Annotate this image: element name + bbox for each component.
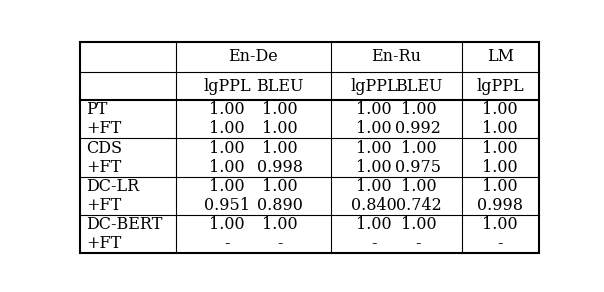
Text: 1.00: 1.00 (210, 159, 245, 175)
Text: 1.00: 1.00 (210, 216, 245, 233)
Text: 1.00: 1.00 (210, 178, 245, 195)
Text: 1.00: 1.00 (483, 178, 518, 195)
Text: lgPPL: lgPPL (350, 78, 397, 95)
Text: lgPPL: lgPPL (477, 78, 524, 95)
Text: 1.00: 1.00 (262, 120, 297, 138)
Text: 0.975: 0.975 (396, 159, 442, 175)
Text: 1.00: 1.00 (483, 216, 518, 233)
Text: 0.992: 0.992 (396, 120, 442, 138)
Text: En-Ru: En-Ru (371, 48, 421, 65)
Text: 0.998: 0.998 (257, 159, 303, 175)
Text: 1.00: 1.00 (356, 216, 391, 233)
Text: 1.00: 1.00 (262, 140, 297, 157)
Text: +FT: +FT (86, 120, 121, 138)
Text: 1.00: 1.00 (400, 101, 436, 118)
Text: BLEU: BLEU (394, 78, 442, 95)
Text: BLEU: BLEU (256, 78, 303, 95)
Text: 0.890: 0.890 (257, 197, 303, 214)
Text: 1.00: 1.00 (483, 120, 518, 138)
Text: DC-BERT: DC-BERT (86, 216, 162, 233)
Text: 1.00: 1.00 (356, 140, 391, 157)
Text: LM: LM (487, 48, 514, 65)
Text: 0.742: 0.742 (396, 197, 442, 214)
Text: 1.00: 1.00 (262, 216, 297, 233)
Text: 1.00: 1.00 (356, 101, 391, 118)
Text: 1.00: 1.00 (262, 101, 297, 118)
Text: +FT: +FT (86, 159, 121, 175)
Text: 1.00: 1.00 (356, 159, 391, 175)
Text: 1.00: 1.00 (210, 120, 245, 138)
Text: -: - (498, 235, 503, 252)
Text: -: - (371, 235, 377, 252)
Text: PT: PT (86, 101, 107, 118)
Text: DC-LR: DC-LR (86, 178, 139, 195)
Text: +FT: +FT (86, 235, 121, 252)
Text: 0.840: 0.840 (351, 197, 397, 214)
Text: 1.00: 1.00 (356, 120, 391, 138)
Text: 1.00: 1.00 (210, 140, 245, 157)
Text: -: - (416, 235, 421, 252)
Text: 1.00: 1.00 (483, 101, 518, 118)
Text: -: - (277, 235, 283, 252)
Text: 0.998: 0.998 (477, 197, 523, 214)
Text: 1.00: 1.00 (400, 178, 436, 195)
Text: 0.951: 0.951 (204, 197, 250, 214)
Text: +FT: +FT (86, 197, 121, 214)
Text: lgPPL: lgPPL (204, 78, 251, 95)
Text: 1.00: 1.00 (483, 140, 518, 157)
Text: -: - (224, 235, 230, 252)
Text: En-De: En-De (228, 48, 278, 65)
Text: 1.00: 1.00 (400, 140, 436, 157)
Text: 1.00: 1.00 (262, 178, 297, 195)
Text: 1.00: 1.00 (483, 159, 518, 175)
Text: 1.00: 1.00 (356, 178, 391, 195)
Text: 1.00: 1.00 (400, 216, 436, 233)
Text: CDS: CDS (86, 140, 122, 157)
Text: 1.00: 1.00 (210, 101, 245, 118)
